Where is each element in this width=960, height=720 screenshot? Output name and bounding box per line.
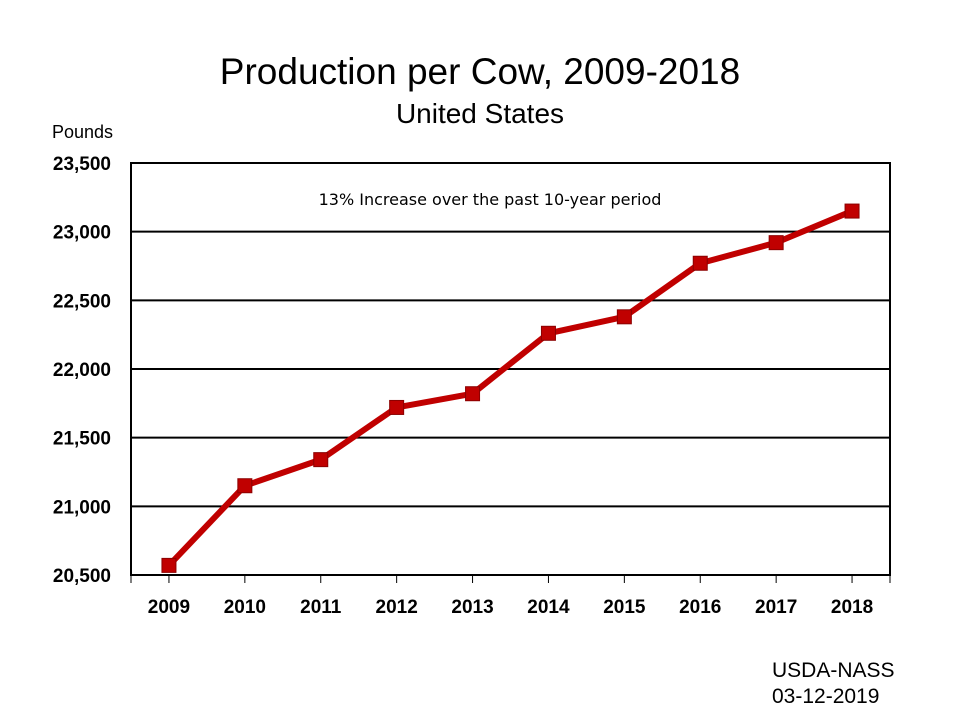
y-axis-label: Pounds: [52, 122, 114, 142]
data-point-2010: [237, 478, 253, 494]
data-point-2014: [540, 325, 556, 341]
x-axis-ticks: [130, 575, 891, 583]
x-tick-label: 2010: [224, 597, 266, 618]
series-line: [165, 208, 856, 569]
x-tick-label: 2015: [603, 597, 646, 618]
plot-area-frame: [130, 162, 891, 576]
y-tick-label: 20,500: [53, 566, 111, 587]
source-agency: USDA-NASS: [772, 659, 895, 682]
x-tick-label: 2014: [527, 597, 570, 618]
data-point-2016: [692, 255, 708, 271]
source-note: USDA-NASS 03-12-2019: [772, 658, 895, 710]
chart-annotation: 13% Increase over the past 10-year perio…: [319, 190, 662, 209]
x-tick-label: 2012: [376, 597, 418, 618]
x-tick-label: 2017: [755, 597, 797, 618]
source-date: 03-12-2019: [772, 685, 880, 708]
y-tick-label: 21,500: [53, 429, 111, 450]
x-tick-label: 2011: [300, 597, 342, 618]
data-point-2015: [616, 309, 632, 325]
y-tick-label: 23,500: [53, 154, 111, 175]
x-tick-label: 2018: [831, 597, 873, 618]
data-point-2012: [389, 399, 405, 415]
data-point-2018: [844, 203, 860, 219]
x-tick-labels: 2009 2010 2011 2012 2013 2014 2015 2016 2017 2018: [148, 597, 873, 618]
chart-subtitle: United States: [395, 98, 565, 129]
y-tick-label: 22,500: [53, 291, 111, 312]
grid-lines: [131, 162, 890, 576]
series-group: [161, 203, 860, 573]
x-tick-label: 2009: [148, 597, 190, 618]
x-tick-label: 2016: [679, 597, 721, 618]
y-tick-label: 21,000: [53, 497, 111, 518]
y-tick-label: 23,000: [53, 223, 111, 244]
data-point-2017: [768, 235, 784, 251]
data-point-2013: [465, 386, 481, 402]
y-tick-label: 22,000: [53, 360, 111, 381]
x-tick-label: 2013: [451, 597, 493, 618]
data-point-2011: [313, 452, 329, 468]
data-point-2009: [161, 557, 177, 573]
chart-title: Production per Cow, 2009-2018: [219, 51, 741, 92]
y-tick-labels: 20,500 21,000 21,500 22,000 22,500 23,000 23,5…: [53, 154, 111, 587]
